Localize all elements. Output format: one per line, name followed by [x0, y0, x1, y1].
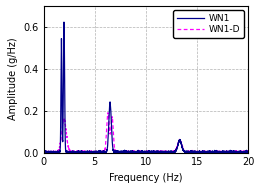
WN1 — [128, 151, 131, 153]
WN1-D — [106, 112, 109, 114]
WN1 — [130, 151, 133, 153]
WN1-D — [191, 151, 194, 153]
X-axis label: Frequency (Hz): Frequency (Hz) — [109, 173, 183, 183]
WN1 — [42, 150, 45, 153]
WN1 — [230, 150, 233, 152]
WN1 — [62, 21, 66, 23]
Line: WN1-D: WN1-D — [44, 113, 248, 153]
WN1 — [241, 151, 244, 154]
WN1-D — [128, 151, 131, 153]
WN1-D — [50, 151, 53, 154]
WN1-D — [42, 151, 45, 153]
WN1-D — [247, 151, 250, 153]
WN1-D — [139, 151, 142, 153]
WN1-D — [130, 151, 133, 153]
WN1-D — [241, 150, 244, 153]
WN1-D — [230, 151, 233, 153]
WN1 — [191, 151, 194, 153]
Legend: WN1, WN1-D: WN1, WN1-D — [174, 10, 244, 38]
WN1 — [119, 151, 122, 154]
Line: WN1: WN1 — [44, 22, 248, 153]
Y-axis label: Amplitude (g/Hz): Amplitude (g/Hz) — [8, 38, 18, 120]
WN1 — [139, 151, 142, 153]
WN1 — [247, 151, 250, 153]
